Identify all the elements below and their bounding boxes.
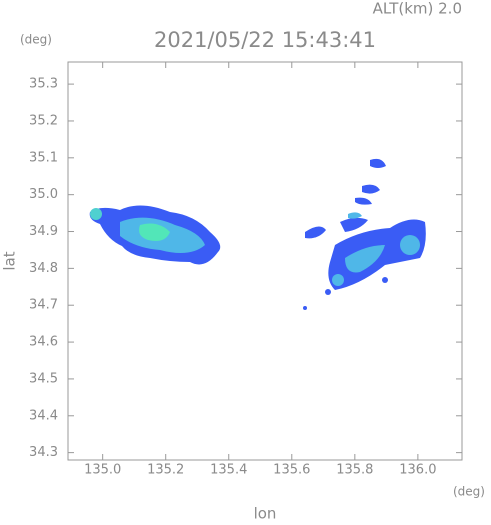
x-tick-label: 135.8: [336, 463, 373, 478]
echo: [362, 184, 380, 194]
y-tick-label: 34.6: [29, 335, 58, 350]
echo: [345, 245, 385, 273]
radar-echoes: [89, 158, 426, 310]
y-tick-label: 35.1: [29, 150, 58, 165]
echo: [90, 208, 102, 220]
y-axis-label: lat: [1, 251, 19, 270]
echo: [382, 277, 388, 283]
y-tick-label: 35.3: [29, 77, 58, 92]
y-tick-label: 34.8: [29, 261, 58, 276]
echo: [325, 289, 331, 295]
echo: [305, 226, 326, 239]
x-axis-label: lon: [254, 505, 277, 522]
echo: [332, 274, 344, 286]
y-tick-label: 34.5: [29, 371, 58, 386]
x-tick-label: 135.2: [147, 463, 184, 478]
y-tick-label: 35.2: [29, 113, 58, 128]
y-tick-label: 34.3: [29, 445, 58, 460]
x-tick-label: 135.4: [210, 463, 247, 478]
plot-frame: [67, 61, 463, 461]
y-tick-label: 35.0: [29, 187, 58, 202]
echo: [370, 158, 386, 168]
x-tick-label: 135.6: [273, 463, 310, 478]
echo: [340, 217, 368, 232]
altitude-label: ALT(km) 2.0: [373, 0, 462, 18]
y-tick-label: 34.4: [29, 408, 58, 423]
echo: [400, 235, 420, 255]
echo: [303, 306, 307, 310]
y-unit: (deg): [20, 33, 52, 47]
x-tick-label: 136.0: [399, 463, 436, 478]
echo: [348, 212, 362, 219]
x-unit: (deg): [453, 485, 485, 499]
echo: [139, 223, 170, 241]
echo: [355, 197, 372, 205]
x-tick-label: 135.0: [84, 463, 121, 478]
chart-title: 2021/05/22 15:43:41: [154, 28, 376, 52]
y-tick-label: 34.7: [29, 298, 58, 313]
y-tick-label: 34.9: [29, 224, 58, 239]
